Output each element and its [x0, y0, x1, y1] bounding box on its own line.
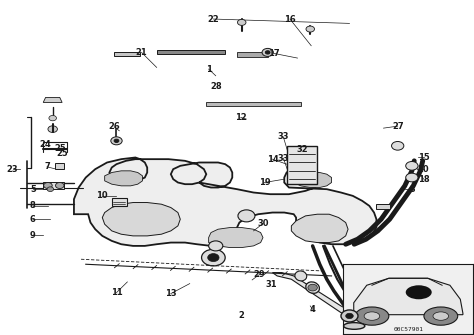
Text: 24: 24 — [40, 140, 52, 149]
Polygon shape — [273, 273, 355, 318]
Circle shape — [237, 19, 246, 25]
Circle shape — [306, 26, 315, 32]
Text: 25: 25 — [56, 149, 68, 158]
Polygon shape — [43, 97, 62, 103]
Bar — [55, 163, 64, 169]
Circle shape — [44, 183, 52, 189]
Text: 32: 32 — [296, 145, 308, 154]
Polygon shape — [74, 157, 376, 246]
Text: 20: 20 — [418, 165, 429, 174]
Text: 6: 6 — [30, 215, 36, 224]
Circle shape — [114, 139, 119, 142]
Circle shape — [406, 173, 418, 182]
Circle shape — [346, 313, 353, 319]
Text: 9: 9 — [30, 231, 36, 240]
Bar — [112, 198, 127, 206]
Text: 5: 5 — [30, 185, 36, 194]
Polygon shape — [206, 103, 301, 106]
Text: 4: 4 — [310, 305, 316, 314]
Polygon shape — [237, 52, 268, 57]
Circle shape — [262, 48, 273, 56]
Text: 21: 21 — [136, 48, 147, 57]
Text: 2: 2 — [239, 312, 245, 321]
Circle shape — [208, 254, 219, 262]
Text: 18: 18 — [418, 175, 429, 184]
Ellipse shape — [295, 271, 307, 281]
Text: 13: 13 — [165, 289, 177, 298]
Circle shape — [406, 161, 418, 170]
Circle shape — [55, 183, 64, 189]
Text: 12: 12 — [235, 113, 246, 122]
Polygon shape — [209, 227, 263, 248]
Text: 26: 26 — [108, 122, 120, 131]
Text: 19: 19 — [259, 178, 270, 187]
Circle shape — [392, 141, 404, 150]
Circle shape — [308, 284, 318, 291]
Text: 8: 8 — [30, 201, 36, 210]
Polygon shape — [102, 203, 180, 236]
Circle shape — [209, 241, 223, 251]
Ellipse shape — [344, 323, 365, 329]
Text: 15: 15 — [418, 153, 429, 162]
Text: 33: 33 — [278, 154, 289, 163]
Text: 1: 1 — [206, 65, 211, 74]
Text: 22: 22 — [208, 14, 219, 23]
Bar — [287, 146, 318, 184]
Text: 7: 7 — [44, 162, 50, 171]
Text: 33: 33 — [278, 132, 289, 141]
Circle shape — [111, 137, 122, 145]
Circle shape — [265, 51, 270, 54]
Text: 3: 3 — [409, 185, 415, 194]
Text: 14: 14 — [266, 155, 278, 164]
Text: 10: 10 — [97, 191, 108, 200]
Text: 16: 16 — [284, 14, 296, 23]
Circle shape — [238, 210, 255, 222]
Text: 31: 31 — [265, 280, 277, 289]
Polygon shape — [156, 50, 225, 54]
Text: 27: 27 — [392, 122, 403, 131]
Text: 25: 25 — [54, 144, 65, 153]
Circle shape — [341, 310, 358, 322]
Text: 30: 30 — [257, 219, 269, 228]
Circle shape — [48, 126, 57, 132]
Circle shape — [49, 116, 56, 121]
Polygon shape — [105, 171, 143, 186]
Bar — [376, 204, 390, 209]
Text: 17: 17 — [268, 49, 280, 58]
Circle shape — [47, 187, 54, 192]
Polygon shape — [292, 214, 348, 243]
Ellipse shape — [306, 282, 319, 293]
Polygon shape — [114, 52, 140, 56]
Text: 11: 11 — [110, 288, 122, 297]
Text: 28: 28 — [210, 82, 222, 91]
Text: 23: 23 — [7, 165, 18, 174]
Bar — [43, 182, 64, 189]
Circle shape — [201, 249, 225, 266]
Polygon shape — [294, 173, 331, 188]
Text: 29: 29 — [254, 270, 265, 279]
